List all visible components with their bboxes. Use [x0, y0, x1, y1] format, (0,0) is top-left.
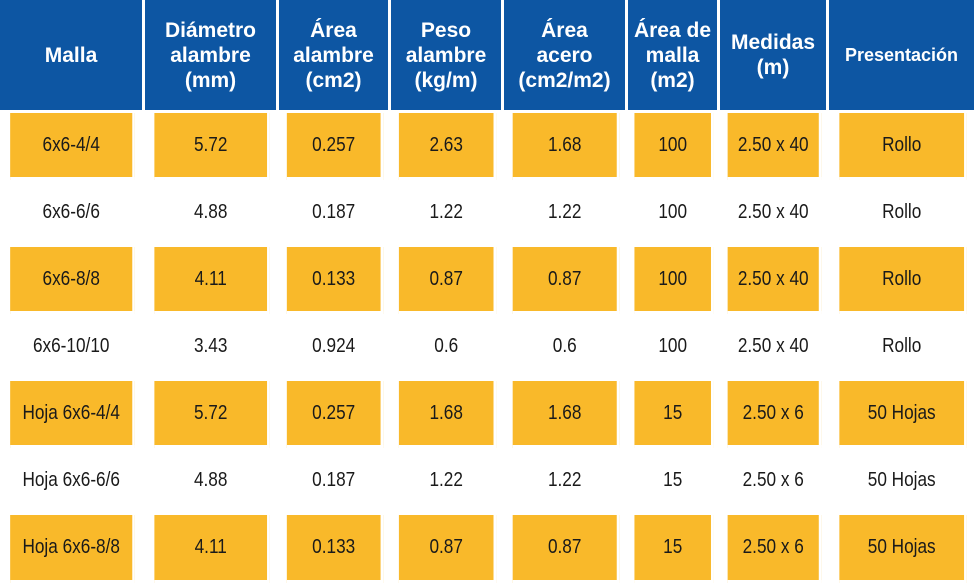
- cell-peso: 0.87: [398, 247, 497, 314]
- cell-area-malla: 100: [634, 314, 714, 381]
- cell-diametro: 4.88: [154, 448, 270, 515]
- cell-area-malla: 15: [634, 448, 714, 515]
- cell-medidas: 2.50 x 40: [727, 247, 822, 314]
- cell-area-alambre: 0.924: [286, 314, 384, 381]
- header-area-acero: Área acero (cm2/m2): [504, 0, 628, 113]
- cell-medidas: 2.50 x 40: [727, 314, 822, 381]
- header-medidas: Medidas (m): [720, 0, 829, 113]
- cell-diametro: 5.72: [154, 381, 270, 448]
- cell-diametro: 4.11: [154, 247, 270, 314]
- cell-peso: 2.63: [398, 113, 497, 180]
- header-area-alambre: Área alambre (cm2): [279, 0, 391, 113]
- cell-area-acero: 1.22: [512, 448, 620, 515]
- header-malla: Malla: [0, 0, 145, 113]
- cell-area-acero: 1.68: [512, 113, 620, 180]
- cell-area-malla: 15: [634, 381, 714, 448]
- cell-diametro: 3.43: [154, 314, 270, 381]
- cell-area-alambre: 0.257: [286, 381, 384, 448]
- cell-peso: 1.68: [398, 381, 497, 448]
- cell-malla: Hoja 6x6-8/8: [10, 515, 135, 583]
- cell-peso: 1.22: [398, 180, 497, 247]
- cell-malla: Hoja 6x6-6/6: [10, 448, 135, 515]
- cell-presentacion: 50 Hojas: [839, 515, 967, 583]
- cell-area-alambre: 0.133: [286, 515, 384, 583]
- cell-area-acero: 0.87: [512, 515, 620, 583]
- cell-presentacion: Rollo: [839, 180, 967, 247]
- cell-medidas: 2.50 x 40: [727, 180, 822, 247]
- cell-peso: 0.6: [398, 314, 497, 381]
- cell-area-alambre: 0.187: [286, 448, 384, 515]
- cell-medidas: 2.50 x 6: [727, 448, 822, 515]
- cell-area-alambre: 0.257: [286, 113, 384, 180]
- cell-malla: 6x6-10/10: [10, 314, 135, 381]
- cell-peso: 1.22: [398, 448, 497, 515]
- cell-peso: 0.87: [398, 515, 497, 583]
- header-presentacion: Presentación: [829, 0, 977, 113]
- cell-area-acero: 0.6: [512, 314, 620, 381]
- cell-malla: 6x6-4/4: [10, 113, 135, 180]
- cell-area-malla: 100: [634, 247, 714, 314]
- header-area-malla: Área de malla (m2): [628, 0, 720, 113]
- cell-diametro: 5.72: [154, 113, 270, 180]
- cell-area-acero: 1.68: [512, 381, 620, 448]
- cell-area-acero: 0.87: [512, 247, 620, 314]
- cell-area-malla: 100: [634, 113, 714, 180]
- cell-presentacion: Rollo: [839, 314, 967, 381]
- cell-area-malla: 15: [634, 515, 714, 583]
- cell-medidas: 2.50 x 6: [727, 381, 822, 448]
- cell-malla: 6x6-8/8: [10, 247, 135, 314]
- cell-area-alambre: 0.133: [286, 247, 384, 314]
- cell-presentacion: Rollo: [839, 247, 967, 314]
- cell-presentacion: 50 Hojas: [839, 448, 967, 515]
- cell-medidas: 2.50 x 6: [727, 515, 822, 583]
- cell-diametro: 4.11: [154, 515, 270, 583]
- cell-presentacion: 50 Hojas: [839, 381, 967, 448]
- cell-area-alambre: 0.187: [286, 180, 384, 247]
- cell-presentacion: Rollo: [839, 113, 967, 180]
- header-peso-alambre: Peso alambre (kg/m): [391, 0, 504, 113]
- cell-diametro: 4.88: [154, 180, 270, 247]
- cell-malla: Hoja 6x6-4/4: [10, 381, 135, 448]
- cell-area-malla: 100: [634, 180, 714, 247]
- cell-malla: 6x6-6/6: [10, 180, 135, 247]
- cell-medidas: 2.50 x 40: [727, 113, 822, 180]
- header-diametro-alambre: Diámetro alambre (mm): [145, 0, 279, 113]
- cell-area-acero: 1.22: [512, 180, 620, 247]
